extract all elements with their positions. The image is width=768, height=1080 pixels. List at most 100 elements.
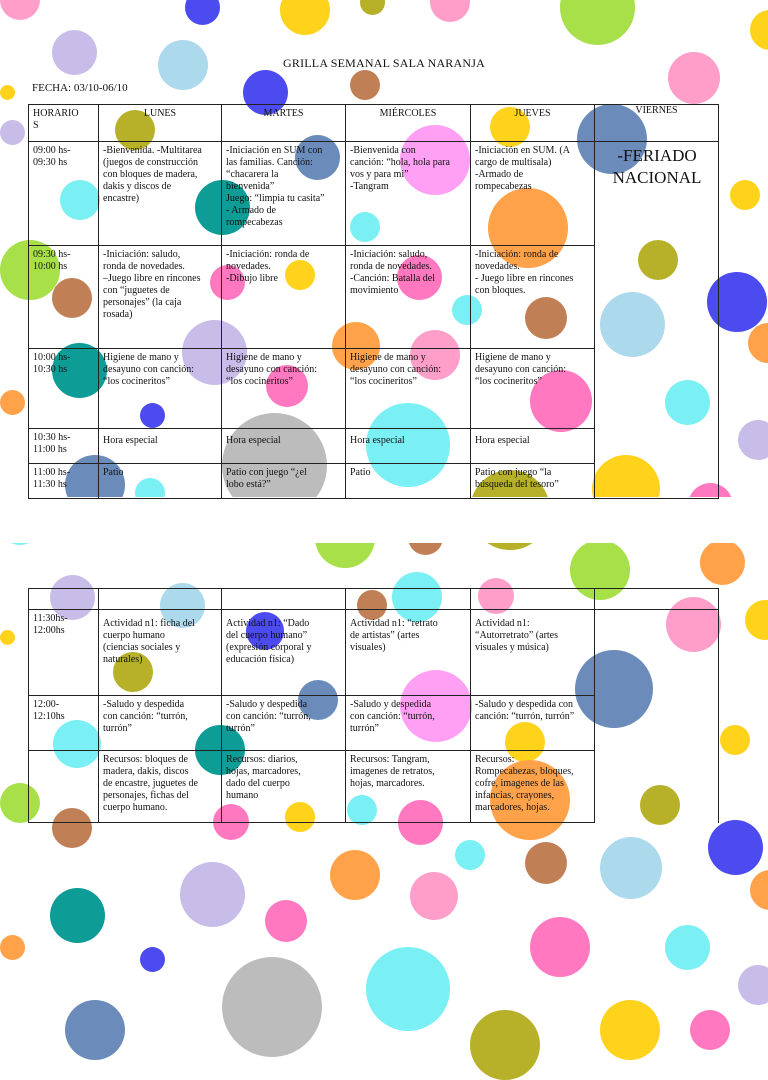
schedule-cell: -Iniciación: ronda de novedades. - Juego…	[470, 245, 595, 349]
table-row: 09:00 hs- 09:30 hs -Bienvenida. -Multita…	[28, 141, 719, 349]
empty-header-cell	[345, 588, 471, 610]
schedule-cell: Recursos: Rompecabezas, bloques, cofre, …	[470, 750, 595, 823]
time-cell	[28, 750, 99, 823]
polka-dot	[0, 630, 15, 645]
polka-dot	[50, 888, 105, 943]
header-jueves: JUEVES	[470, 104, 595, 142]
polka-dot	[158, 40, 208, 90]
schedule-cell: Actividad n1: ficha del cuerpo humano (c…	[98, 609, 222, 696]
empty-header-cell	[221, 588, 346, 610]
schedule-cell: -Saludo y despedida con canción: “turrón…	[345, 695, 471, 751]
viernes-empty-cell	[594, 609, 719, 823]
schedule-cell: Hora especial	[221, 428, 346, 464]
page-separator	[0, 497, 768, 543]
polka-dot	[730, 180, 760, 210]
schedule-cell: Patio con juego “¿el lobo está?”	[221, 463, 346, 499]
time-cell: 11:30hs- 12:00hs	[28, 609, 99, 696]
polka-dot	[350, 70, 380, 100]
polka-dot	[360, 0, 385, 15]
polka-dot	[52, 30, 97, 75]
schedule-cell: -Saludo y despedida con canción: “turrón…	[221, 695, 346, 751]
schedule-cell: Higiene de mano y desayuno con canción: …	[221, 348, 346, 429]
polka-dot	[720, 725, 750, 755]
document-title: GRILLA SEMANAL SALA NARANJA	[283, 56, 485, 70]
polka-dot	[750, 10, 768, 50]
schedule-cell: Recursos: Tangram, imagenes de retratos,…	[345, 750, 471, 823]
schedule-cell: Hora especial	[470, 428, 595, 464]
polka-dot	[330, 850, 380, 900]
schedule-cell: Patio con juego “la búsqueda del tesoro”	[470, 463, 595, 499]
empty-header-cell	[98, 588, 222, 610]
empty-header-cell	[594, 588, 719, 610]
schedule-cell: -Bienvenida. -Multitarea (juegos de cons…	[98, 141, 222, 246]
polka-dot	[265, 900, 307, 942]
empty-header-cell	[28, 588, 99, 610]
feriado-nacional-label: -FERIADO NACIONAL	[612, 146, 702, 187]
polka-dot	[668, 52, 720, 104]
time-cell: 09:30 hs- 10:00 hs	[28, 245, 99, 349]
polka-dot	[280, 0, 330, 35]
time-cell: 12:00- 12:10hs	[28, 695, 99, 751]
polka-dot	[366, 947, 450, 1031]
polka-dot	[0, 0, 40, 20]
schedule-cell: -Bienvenida con canción: “hola, hola par…	[345, 141, 471, 246]
polka-dot	[185, 0, 220, 25]
schedule-cell: Actividad n1: “Dado del cuerpo humano” (…	[221, 609, 346, 696]
polka-dot	[410, 872, 458, 920]
polka-dot	[560, 0, 635, 45]
polka-dot	[738, 965, 768, 1005]
polka-dot	[180, 862, 245, 927]
header-martes: MARTES	[221, 104, 346, 142]
time-cell: 10:30 hs- 11:00 hs	[28, 428, 99, 464]
polka-dot	[738, 420, 768, 460]
schedule-cell: Patio	[98, 463, 222, 499]
table-row: 10:00 hs- 10:30 hs Higiene de mano y des…	[28, 348, 719, 499]
header-lunes: LUNES	[98, 104, 222, 142]
time-cell: 10:00 hs- 10:30 hs	[28, 348, 99, 429]
polka-dot	[530, 917, 590, 977]
schedule-cell: Recursos: bloques de madera, dakis, disc…	[98, 750, 222, 823]
schedule-cell: -Saludo y despedida con canción: “turrón…	[470, 695, 595, 751]
polka-dot	[0, 935, 25, 960]
polka-dot	[525, 842, 567, 884]
polka-dot	[0, 120, 25, 145]
date-label: FECHA: 03/10-06/10	[32, 82, 128, 94]
table-row: 10:30 hs- 11:00 hs Hora especial Hora es…	[28, 428, 719, 464]
polka-dot	[65, 1000, 125, 1060]
header-row: HORARIO S LUNES MARTES MIÉRCOLES JUEVES …	[28, 104, 719, 142]
polka-dot	[0, 390, 25, 415]
polka-dot	[708, 820, 763, 875]
viernes-holiday-cell	[594, 141, 719, 349]
schedule-cell: Higiene de mano y desayuno con canción: …	[470, 348, 595, 429]
schedule-cell: Recursos: diarios, hojas, marcadores, da…	[221, 750, 346, 823]
polka-dot	[430, 0, 470, 22]
polka-dot	[750, 870, 768, 910]
polka-dot	[455, 840, 485, 870]
weekly-schedule-table: HORARIO S LUNES MARTES MIÉRCOLES JUEVES …	[28, 104, 719, 499]
polka-dot	[600, 1000, 660, 1060]
schedule-cell: Hora especial	[98, 428, 222, 464]
schedule-cell: -Iniciación: ronda de novedades. -Dibujo…	[221, 245, 346, 349]
polka-dot	[690, 1010, 730, 1050]
polka-dot	[140, 947, 165, 972]
schedule-cell: Actividad n1: “retrato de artistas” (art…	[345, 609, 471, 696]
polka-dot	[0, 85, 15, 100]
polka-dot	[700, 540, 745, 585]
polka-dot	[222, 957, 322, 1057]
table-row: 09:30 hs- 10:00 hs -Iniciación: saludo, …	[28, 245, 719, 349]
time-cell: 09:00 hs- 09:30 hs	[28, 141, 99, 246]
time-cell: 11:00 hs- 11:30 hs	[28, 463, 99, 499]
schedule-cell: Hora especial	[345, 428, 471, 464]
schedule-cell: Higiene de mano y desayuno con canción: …	[345, 348, 471, 429]
schedule-cell: Actividad n1: “Autorretrato” (artes visu…	[470, 609, 595, 696]
table-row: 11:00 hs- 11:30 hs Patio Patio con juego…	[28, 463, 719, 499]
header-horarios: HORARIO S	[28, 104, 99, 142]
schedule-cell: -Saludo y despedida con canción: “turrón…	[98, 695, 222, 751]
polka-dot	[665, 925, 710, 970]
viernes-empty-cell	[594, 348, 719, 499]
header-row-empty	[28, 588, 719, 610]
schedule-cell: -Iniciación: saludo, ronda de novedades.…	[98, 245, 222, 349]
schedule-cell: -Iniciación en SUM. (A cargo de multisal…	[470, 141, 595, 246]
empty-header-cell	[470, 588, 595, 610]
table-row: 11:30hs- 12:00hs Actividad n1: ficha del…	[28, 609, 719, 823]
